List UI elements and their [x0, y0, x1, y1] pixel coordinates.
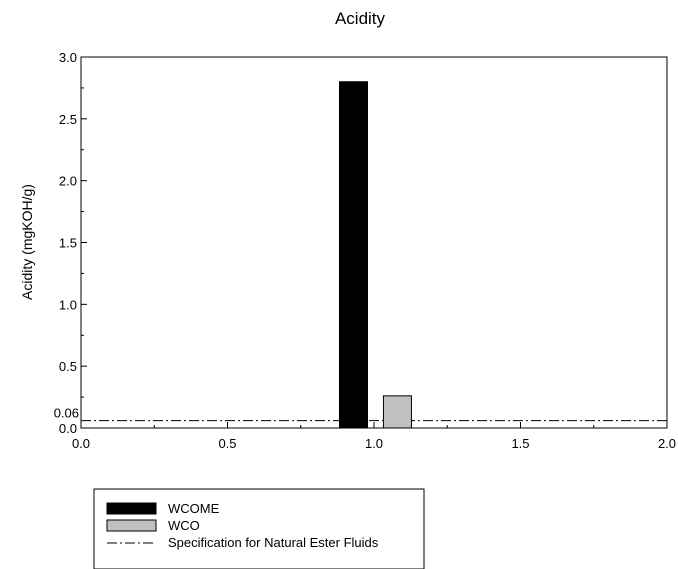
- x-tick-label: 0.0: [72, 436, 90, 451]
- legend-label: WCO: [168, 518, 200, 533]
- axes: 0.00.51.01.52.02.53.00.060.0 0.5 1.0 1.5 2.0: [54, 50, 676, 451]
- x-tick-label: 0.5: [218, 436, 236, 451]
- y-tick-label: 2.5: [59, 112, 77, 127]
- bar-wco: [382, 395, 412, 429]
- bar-wcome: [338, 81, 368, 429]
- legend-swatch-wcome: [106, 502, 157, 515]
- legend: WCOME WCO Specification for Natural Ester …: [93, 488, 425, 569]
- y-tick-label: 0.0: [59, 421, 77, 436]
- legend-label: Specification for Natural Ester Fluids: [168, 535, 379, 550]
- y-tick-label: 3.0: [59, 50, 77, 65]
- y-tick-label: 2.0: [59, 174, 77, 189]
- x-tick-label: 1.0: [365, 436, 383, 451]
- y-tick-label: 1.0: [59, 297, 77, 312]
- chart-title: Acidity: [335, 9, 386, 28]
- y-tick-label: 0.5: [59, 359, 77, 374]
- plot-frame: [80, 56, 668, 429]
- y-axis-label: Acidity (mgKOH/g): [19, 184, 35, 300]
- legend-swatch-wco: [106, 519, 157, 532]
- x-tick-label: 2.0: [658, 436, 676, 451]
- x-tick-label: 1.5: [511, 436, 529, 451]
- legend-label: WCOME: [168, 501, 220, 516]
- reference-value-label: 0.06: [54, 406, 79, 421]
- y-tick-label: 1.5: [59, 236, 77, 251]
